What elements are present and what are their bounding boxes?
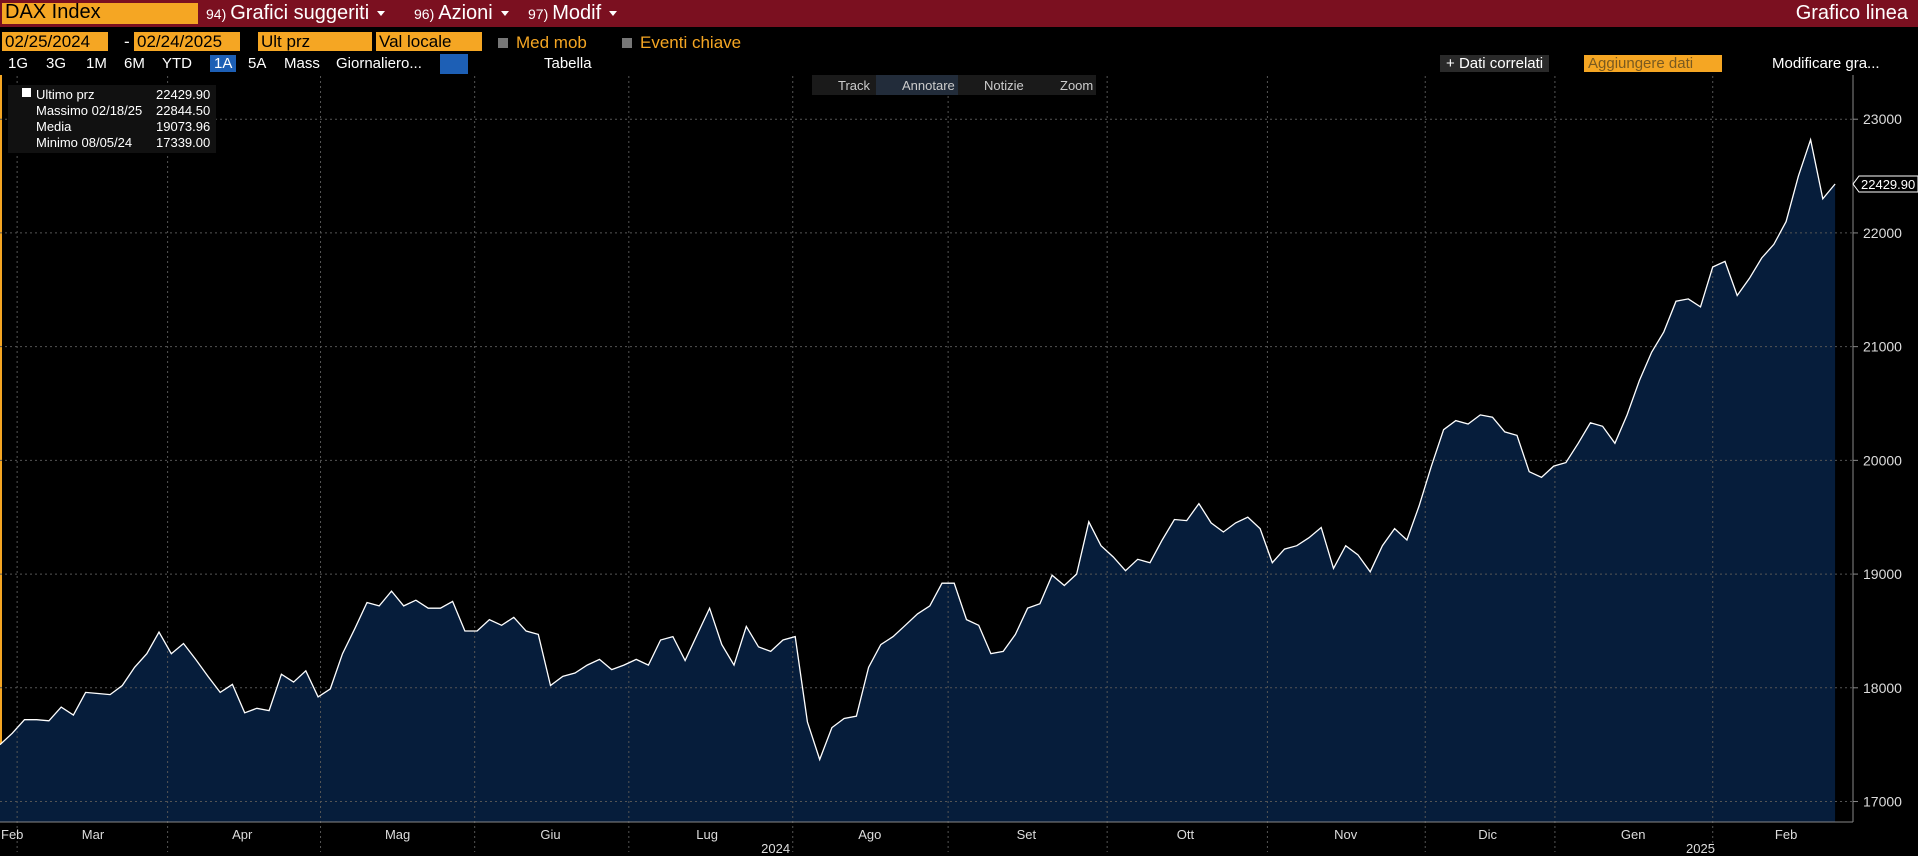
- tool[interactable]: Track: [838, 78, 871, 93]
- frequency[interactable]: Giornaliero...: [336, 55, 422, 72]
- y-tick-label: 23000: [1863, 111, 1902, 127]
- last-flag: [1852, 175, 1918, 193]
- tool[interactable]: Zoom: [1060, 78, 1093, 93]
- last-label: 22429.90: [1861, 177, 1915, 192]
- add-data[interactable]: Aggiungere dati: [1584, 55, 1722, 72]
- x-tick-label: Ago: [858, 827, 881, 842]
- period-btn[interactable]: 1M: [86, 55, 107, 72]
- legend-name: Massimo 02/18/25: [36, 103, 142, 118]
- period-btn[interactable]: 1G: [8, 55, 29, 72]
- line-icon[interactable]: [440, 54, 468, 74]
- check-label: Eventi chiave: [640, 33, 742, 52]
- year-label: 2024: [761, 841, 790, 856]
- y-tick-label: 20000: [1863, 452, 1902, 468]
- security-field[interactable]: DAX Index: [2, 2, 198, 24]
- x-tick-label: Nov: [1334, 827, 1358, 842]
- x-tick-label: Apr: [232, 827, 253, 842]
- period-btn[interactable]: 3G: [46, 55, 67, 72]
- top-bar: [0, 0, 1918, 27]
- legend-swatch: [22, 88, 31, 97]
- dash: -: [124, 32, 130, 51]
- y-tick-label: 18000: [1863, 680, 1902, 696]
- menu-num: 97): [528, 6, 549, 22]
- legend-name: Ultimo prz: [36, 87, 95, 102]
- menu[interactable]: 96) Azioni: [414, 2, 509, 25]
- x-tick-label: Mar: [82, 827, 105, 842]
- end-date[interactable]: 02/24/2025: [134, 32, 240, 51]
- x-tick-label: Mag: [385, 827, 410, 842]
- y-tick-label: 22000: [1863, 225, 1902, 241]
- menu-num: 96): [414, 6, 435, 22]
- menu-label: Grafici suggeriti: [230, 2, 370, 24]
- price-line: [0, 137, 1836, 762]
- check[interactable]: Med mob: [498, 33, 587, 53]
- legend-value: 22429.90: [156, 87, 210, 102]
- y-tick-label: 21000: [1863, 339, 1902, 355]
- menu-num: 94): [206, 6, 227, 22]
- x-tick-label: Gen: [1621, 827, 1646, 842]
- x-tick-label: Set: [1017, 827, 1037, 842]
- x-tick-label: Feb: [1, 827, 23, 842]
- currency[interactable]: Val locale: [376, 32, 482, 51]
- field[interactable]: Ult prz: [258, 32, 372, 51]
- legend-value: 22844.50: [156, 103, 210, 118]
- period-btn[interactable]: 5A: [248, 55, 267, 72]
- menu-label: Azioni: [438, 2, 493, 24]
- tool[interactable]: Notizie: [984, 78, 1024, 93]
- chart-kind: Grafico linea: [1795, 2, 1908, 24]
- legend-bg: [8, 85, 216, 153]
- period-btn[interactable]: 6M: [124, 55, 145, 72]
- chart: 17000 18000 19000 20000 21000 22000 23000 Feb Ma…: [0, 75, 1918, 856]
- area: [0, 139, 1836, 822]
- period-btn[interactable]: Mass: [284, 55, 320, 72]
- related-btn[interactable]: + Dati correlati: [1440, 55, 1550, 72]
- tool[interactable]: Annotare: [902, 78, 955, 93]
- x-tick-label: Giu: [540, 827, 560, 842]
- check-label: Med mob: [516, 33, 587, 52]
- legend-value: 19073.96: [156, 119, 210, 134]
- x-tick-label: Dic: [1478, 827, 1497, 842]
- year-label: 2025: [1686, 841, 1715, 856]
- period-btn[interactable]: 1A: [210, 55, 237, 72]
- table-btn[interactable]: Tabella: [544, 55, 592, 72]
- legend-value: 17339.00: [156, 135, 210, 150]
- menu[interactable]: 97) Modif: [528, 2, 618, 25]
- legend-name: Media: [36, 119, 72, 134]
- x-tick-label: Feb: [1775, 827, 1797, 842]
- related-label: Dati correlati: [1458, 55, 1544, 72]
- y-tick-label: 19000: [1863, 566, 1902, 582]
- tool-active: [876, 75, 958, 95]
- menu-label: Modif: [552, 2, 602, 24]
- period-btn[interactable]: YTD: [162, 55, 192, 72]
- menu[interactable]: 94) Grafici suggeriti: [206, 2, 386, 25]
- y-tick-label: 17000: [1863, 794, 1902, 810]
- legend-name: Minimo 08/05/24: [36, 135, 132, 150]
- x-tick-label: Lug: [696, 827, 718, 842]
- edit-btn[interactable]: Modificare gra...: [1772, 55, 1880, 72]
- x-tick-label: Ott: [1177, 827, 1195, 842]
- check[interactable]: Eventi chiave: [622, 33, 741, 53]
- start-date[interactable]: 02/25/2024: [2, 32, 108, 51]
